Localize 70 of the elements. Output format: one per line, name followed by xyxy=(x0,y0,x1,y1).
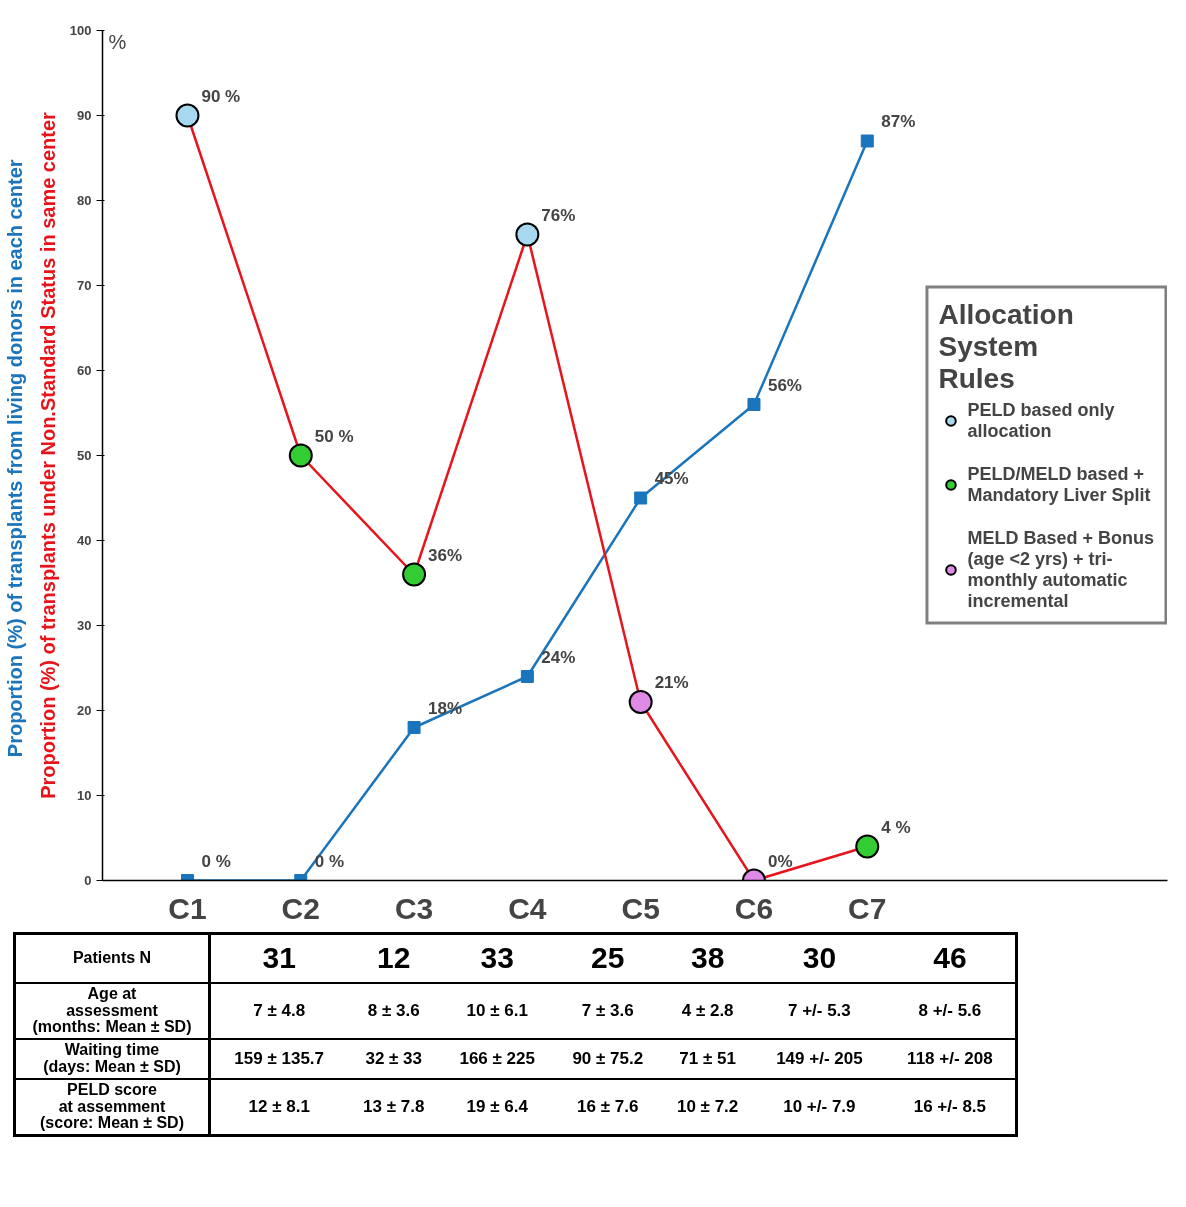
data-label: 0 % xyxy=(201,851,231,871)
text: PELD score at assemment (score: Mean ± SD) xyxy=(14,1078,210,1136)
text: Age at assessment (months: Mean ± SD) xyxy=(14,982,210,1040)
y-tick-label: 60 xyxy=(77,363,92,378)
text: 7 ± 4.8 xyxy=(252,999,307,1022)
data-label: 76% xyxy=(541,205,576,225)
text: 16 ± 7.6 xyxy=(576,1095,640,1118)
y-tick-label: 10 xyxy=(77,788,92,803)
legend-label: MELD Based + Bonus (age <2 yrs) + tri-monthly automatic incremental xyxy=(967,527,1154,612)
data-label: 0 % xyxy=(314,851,345,871)
data-label: 50 % xyxy=(314,426,354,446)
text: 19 ± 6.4 xyxy=(465,1095,529,1118)
y-tick-label: 70 xyxy=(77,278,92,293)
data-label: 87% xyxy=(881,112,916,131)
data-label: 0% xyxy=(767,851,793,871)
text: 166 ± 225 xyxy=(458,1047,536,1070)
text: 159 ± 135.7 xyxy=(233,1047,326,1070)
text: Proportion (%) of transplants from living donors in each center xyxy=(3,159,26,758)
text: 46 xyxy=(932,940,968,976)
text: 149 +/- 205 xyxy=(775,1047,864,1070)
text: 8 ± 3.6 xyxy=(366,999,421,1022)
text: 30 xyxy=(801,940,838,976)
x-tick-label: C2 xyxy=(281,891,320,925)
data-label: 90 % xyxy=(201,86,241,106)
x-tick-label: C4 xyxy=(508,891,547,925)
y-tick-label: 90 xyxy=(77,108,92,123)
y-tick-label: 20 xyxy=(77,703,92,718)
text: 10 +/- 7.9 xyxy=(782,1095,857,1118)
text: 4 ± 2.8 xyxy=(680,999,735,1022)
text: 12 ± 8.1 xyxy=(247,1095,311,1118)
y-axis-title: % xyxy=(108,30,127,53)
text: Proportion (%) of transplants under Non.Standard Status in same center xyxy=(36,111,59,799)
text: Waiting time (days: Mean ± SD) xyxy=(14,1039,210,1079)
data-label: 56% xyxy=(767,375,802,395)
text: Patients N xyxy=(14,933,210,983)
y-tick-label: 30 xyxy=(77,618,92,633)
legend-label: PELD based only allocation xyxy=(967,399,1116,442)
y-tick-label: 80 xyxy=(77,193,92,208)
text: 10 ± 7.2 xyxy=(675,1095,740,1118)
y-tick-label: 100 xyxy=(69,23,92,38)
text: 7 +/- 5.3 xyxy=(786,999,852,1022)
x-tick-label: C1 xyxy=(168,891,207,925)
text: 31 xyxy=(261,940,297,976)
text: 12 xyxy=(376,940,412,976)
y-tick-label: 0 xyxy=(84,873,92,888)
legend-title: Allocation System Rules xyxy=(938,298,1075,395)
text: 25 xyxy=(590,940,626,976)
text: 71 ± 51 xyxy=(678,1047,737,1070)
y-tick-label: 50 xyxy=(77,448,92,463)
legend-label: PELD/MELD based + Mandatory Liver Split xyxy=(967,463,1151,506)
text: 90 ± 75.2 xyxy=(571,1047,645,1070)
text: 16 +/- 8.5 xyxy=(912,1095,988,1118)
text: 32 ± 33 xyxy=(364,1047,424,1070)
data-label: 4 % xyxy=(881,817,911,837)
text: 7 ± 3.6 xyxy=(580,999,635,1022)
text: 33 xyxy=(479,940,515,976)
data-label: 24% xyxy=(541,647,576,667)
x-tick-label: C5 xyxy=(621,891,660,925)
text: 10 ± 6.1 xyxy=(465,999,529,1022)
x-tick-label: C6 xyxy=(734,891,774,925)
text: 38 xyxy=(689,940,726,976)
data-label: 18% xyxy=(428,698,463,718)
text: 13 ± 7.8 xyxy=(362,1095,426,1118)
text: 8 +/- 5.6 xyxy=(917,999,983,1022)
y-tick-label: 40 xyxy=(77,533,92,548)
text: 118 +/- 208 xyxy=(906,1047,994,1070)
data-label: 36% xyxy=(428,545,463,565)
x-tick-label: C7 xyxy=(848,891,887,925)
data-label: 21% xyxy=(654,673,689,692)
x-tick-label: C3 xyxy=(394,891,434,925)
